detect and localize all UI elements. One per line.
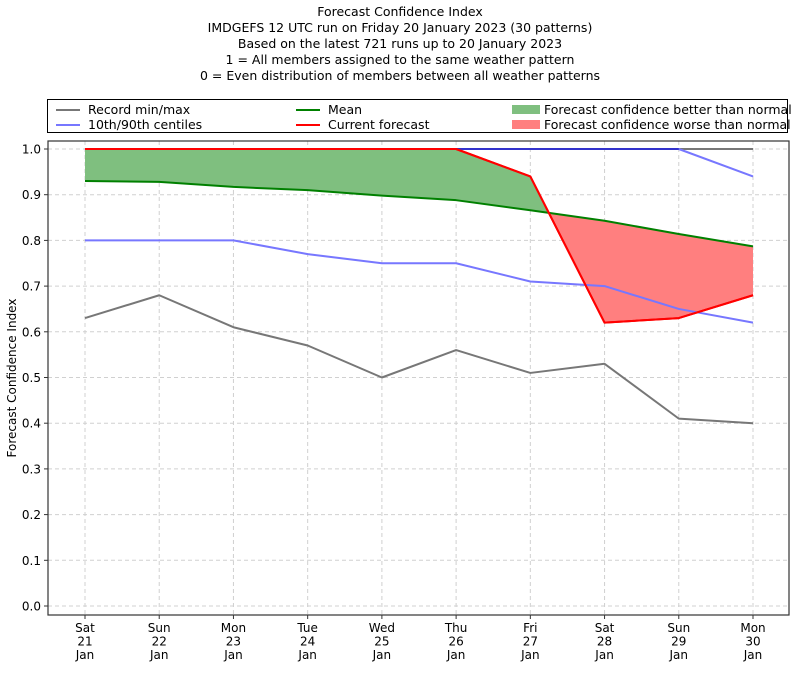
x-tick-label-date: 22 <box>152 635 167 649</box>
current-forecast-line-top <box>85 148 754 324</box>
x-tick-label-date: 25 <box>374 635 389 649</box>
y-tick-label: 0.2 <box>22 508 41 522</box>
legend-swatch-better <box>512 105 540 114</box>
x-tick-label: Sun 29 Jan <box>667 621 690 662</box>
y-tick-label: 0.4 <box>22 417 41 431</box>
x-tick-label-month: Jan <box>75 648 95 662</box>
y-tick-label: 0.1 <box>22 554 41 568</box>
legend-label-mean: Mean <box>328 102 363 117</box>
x-tick-label: Sun 22 Jan <box>148 621 171 662</box>
x-tick-label-month: Jan <box>372 648 392 662</box>
x-tick-label: Mon 30 Jan <box>740 621 765 662</box>
x-tick-label-date: 26 <box>448 635 463 649</box>
x-tick-label-date: 29 <box>671 635 686 649</box>
fill-better-than-normal <box>85 149 549 213</box>
legend-label-better: Forecast confidence better than normal <box>544 102 792 117</box>
grid-lines <box>48 141 789 615</box>
x-tick-label-day: Sat <box>595 621 615 635</box>
x-tick-label-date: 21 <box>77 635 92 649</box>
x-tick-label-day: Sun <box>148 621 171 635</box>
x-tick-label: Fri 27 Jan <box>520 621 540 662</box>
legend-swatch-current <box>296 123 320 126</box>
series-lines <box>84 148 754 425</box>
legend-label-record: Record min/max <box>88 102 191 117</box>
x-tick-label-day: Wed <box>369 621 395 635</box>
legend-item-better: Forecast confidence better than normal <box>512 102 792 117</box>
y-tick-label: 0.7 <box>22 280 41 294</box>
legend-item-centiles: 10th/90th centiles <box>56 117 202 132</box>
x-tick-label: Sat 21 Jan <box>75 621 95 662</box>
x-tick-label-day: Thu <box>444 621 468 635</box>
chart-subtitle-1: IMDGEFS 12 UTC run on Friday 20 January … <box>207 20 593 35</box>
legend-item-mean: Mean <box>296 102 362 117</box>
fill-worse-than-normal <box>548 212 753 323</box>
centile-10-line <box>85 239 754 324</box>
x-tick-label-date: 30 <box>745 635 760 649</box>
x-tick-label-month: Jan <box>223 648 243 662</box>
mean-line <box>84 179 754 248</box>
confidence-fills <box>85 149 753 323</box>
chart-titles: Forecast Confidence Index IMDGEFS 12 UTC… <box>0 4 800 84</box>
legend-item-current: Current forecast <box>296 117 429 132</box>
x-tick-label: Sat 28 Jan <box>594 621 614 662</box>
legend-label-worse: Forecast confidence worse than normal <box>544 117 791 132</box>
y-axis-ticks: 0.0 0.1 0.2 0.3 0.4 0.5 0.6 0.7 0.8 0.9 1.0 <box>22 143 48 614</box>
x-tick-label: Mon 23 Jan <box>221 621 246 662</box>
legend-label-current: Current forecast <box>328 117 430 132</box>
x-tick-label-day: Sat <box>75 621 95 635</box>
legend-swatch-record <box>56 108 80 111</box>
y-tick-label: 0.3 <box>22 462 41 476</box>
x-tick-label-day: Fri <box>523 621 537 635</box>
x-tick-label: Tue 24 Jan <box>296 621 318 662</box>
x-tick-label: Wed 25 Jan <box>369 621 395 662</box>
x-tick-label-day: Tue <box>296 621 318 635</box>
y-tick-label: 0.5 <box>22 371 41 385</box>
x-tick-label-day: Sun <box>667 621 690 635</box>
y-tick-label: 0.8 <box>22 234 41 248</box>
x-tick-label: Thu 26 Jan <box>444 621 468 662</box>
legend-swatch-worse <box>512 120 540 129</box>
legend-item-worse: Forecast confidence worse than normal <box>512 117 791 132</box>
x-tick-label-month: Jan <box>297 648 317 662</box>
legend-label-centiles: 10th/90th centiles <box>88 117 203 132</box>
x-tick-label-month: Jan <box>149 648 169 662</box>
x-tick-label-date: 28 <box>597 635 612 649</box>
y-tick-label: 0.6 <box>22 325 41 339</box>
x-tick-label-month: Jan <box>520 648 540 662</box>
x-tick-label-day: Mon <box>221 621 246 635</box>
y-tick-label: 0.0 <box>22 600 41 614</box>
chart-subtitle-3: 1 = All members assigned to the same wea… <box>225 52 575 67</box>
record-min-line <box>84 294 754 425</box>
chart-subtitle-4: 0 = Even distribution of members between… <box>199 68 601 83</box>
x-tick-label-month: Jan <box>743 648 763 662</box>
legend-swatch-centiles <box>56 123 80 126</box>
chart-subtitle-2: Based on the latest 721 runs up to 20 Ja… <box>237 36 563 51</box>
x-tick-label-date: 24 <box>300 635 315 649</box>
x-tick-label-month: Jan <box>669 648 689 662</box>
x-tick-label-month: Jan <box>446 648 466 662</box>
y-tick-label: 0.9 <box>22 188 41 202</box>
x-tick-label-day: Mon <box>740 621 765 635</box>
legend-item-record: Record min/max <box>56 102 190 117</box>
x-tick-label-date: 27 <box>523 635 538 649</box>
y-axis-label: Forecast Confidence Index <box>5 299 19 458</box>
chart-legend: Record min/max 10th/90th centiles Mean C… <box>47 99 792 133</box>
x-tick-label-month: Jan <box>594 648 614 662</box>
x-tick-label-date: 23 <box>226 635 241 649</box>
legend-swatch-mean <box>296 108 320 111</box>
chart-title: Forecast Confidence Index <box>317 4 483 19</box>
y-tick-label: 1.0 <box>22 143 41 157</box>
